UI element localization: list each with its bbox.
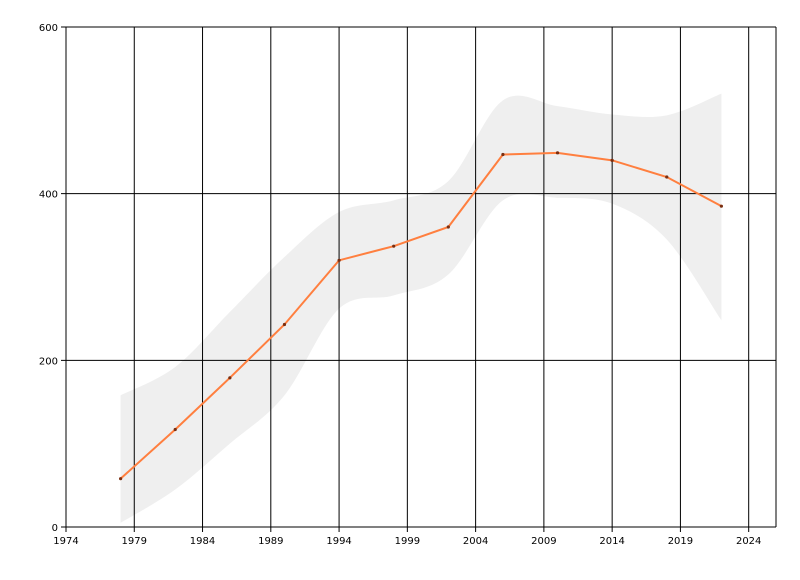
x-tick-label: 2009: [531, 536, 556, 547]
x-tick-label: 2019: [668, 536, 693, 547]
x-tick-label: 2004: [463, 536, 488, 547]
data-point: [446, 225, 450, 229]
series-line-layer: [119, 151, 723, 481]
data-point: [119, 477, 123, 481]
x-tick-label: 1979: [122, 536, 147, 547]
data-point: [719, 204, 723, 208]
y-tick-label: 400: [39, 190, 58, 201]
series-line: [119, 151, 722, 480]
x-tick-label: 1989: [258, 536, 283, 547]
x-tick-label: 2014: [599, 536, 624, 547]
confidence-band: [120, 93, 722, 523]
y-tick-label: 0: [52, 523, 58, 534]
data-point: [392, 244, 396, 248]
data-point: [282, 322, 287, 327]
tick-label-layer: 1974 1979 1984 1989 1994 1999 2004 2009 2014 2019…: [39, 23, 762, 547]
data-point: [665, 175, 669, 179]
x-tick-label: 2024: [736, 536, 761, 547]
data-point: [610, 158, 614, 162]
confidence-band-layer: [120, 93, 722, 523]
x-tick-label: 1999: [395, 536, 420, 547]
data-point: [555, 151, 560, 155]
data-point: [228, 376, 232, 380]
data-point: [501, 152, 505, 157]
data-point: [337, 258, 341, 262]
axis-layer: [65, 27, 776, 528]
x-tick-label: 1974: [53, 536, 78, 547]
data-point: [173, 427, 177, 432]
y-tick-label: 600: [39, 23, 58, 34]
x-tick-label: 1984: [190, 536, 215, 547]
x-tick-label: 1994: [326, 536, 351, 547]
y-tick-label: 200: [39, 356, 58, 367]
